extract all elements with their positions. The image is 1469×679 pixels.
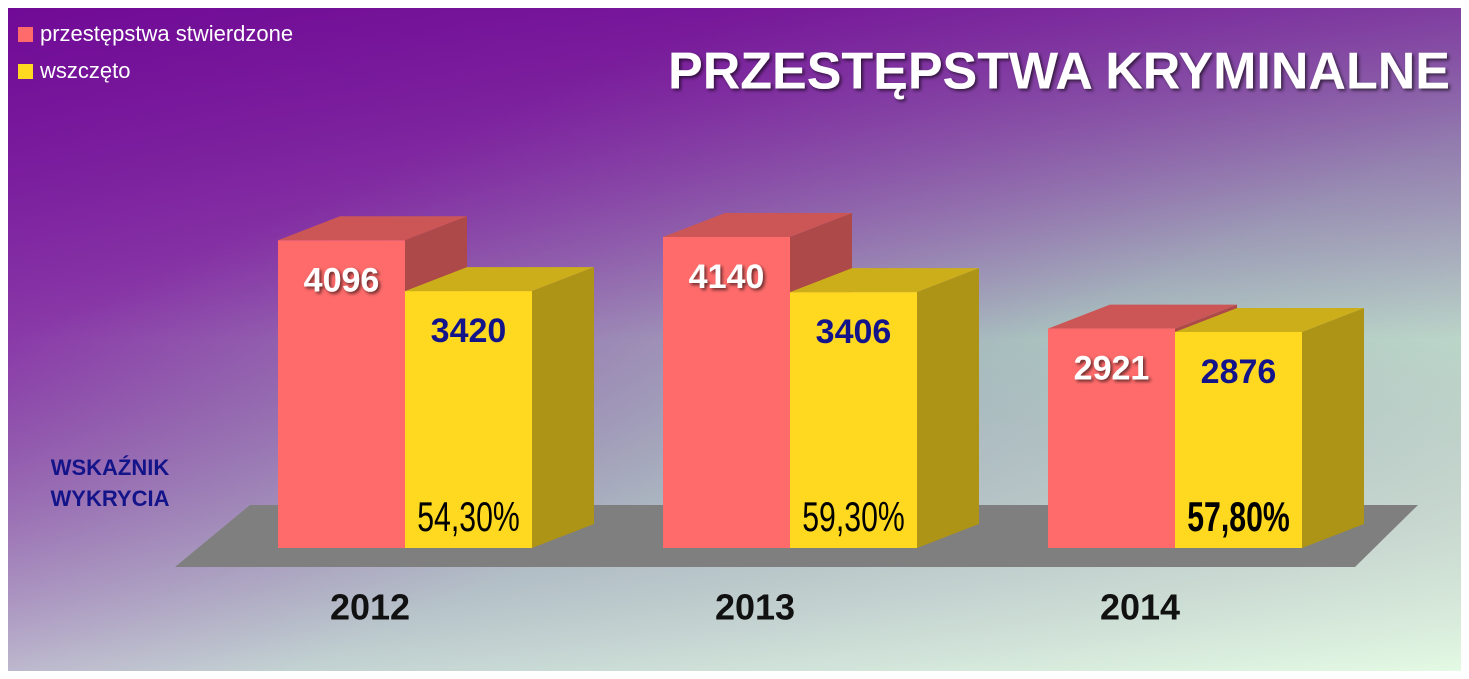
x-tick-label: 2014: [1100, 587, 1180, 628]
bar-front: [1175, 331, 1302, 548]
value-label: 3406: [816, 313, 892, 351]
bar-front: [405, 291, 532, 548]
bar-top: [1048, 304, 1237, 329]
chart-title: PRZESTĘPSTWA KRYMINALNE: [668, 43, 1450, 101]
bar-front: [1048, 328, 1175, 548]
rate-label: 59,30%: [802, 493, 905, 540]
bar: [1175, 307, 1364, 548]
value-label: 2876: [1201, 353, 1277, 391]
rate-caption: WYKRYCIA: [51, 486, 170, 511]
bar-side: [532, 267, 594, 548]
bar-top: [663, 213, 852, 237]
x-tick-label: 2012: [330, 587, 410, 628]
legend-label: wszczęto: [39, 58, 130, 83]
bar-top: [405, 267, 594, 292]
bar-top: [1175, 307, 1364, 332]
bar-top: [790, 268, 979, 293]
legend-swatch: [18, 64, 33, 79]
value-label: 3420: [431, 312, 507, 350]
bar-front: [663, 237, 790, 548]
value-label: 2921: [1074, 350, 1150, 388]
value-label: 4096: [304, 261, 380, 299]
bar-side: [917, 268, 979, 548]
bar-side: [1302, 307, 1364, 548]
rate-label: 54,30%: [417, 493, 520, 540]
bar: [405, 267, 594, 548]
value-label: 4140: [689, 258, 765, 296]
bar-front: [790, 292, 917, 548]
bar-top: [278, 216, 467, 241]
rate-label: 57,80%: [1187, 493, 1290, 540]
bar: [790, 268, 979, 548]
rate-caption: WSKAŹNIK: [51, 455, 170, 480]
x-tick-label: 2013: [715, 587, 795, 628]
legend-swatch: [18, 27, 33, 42]
bar-front: [278, 240, 405, 549]
legend-label: przestępstwa stwierdzone: [40, 21, 293, 46]
